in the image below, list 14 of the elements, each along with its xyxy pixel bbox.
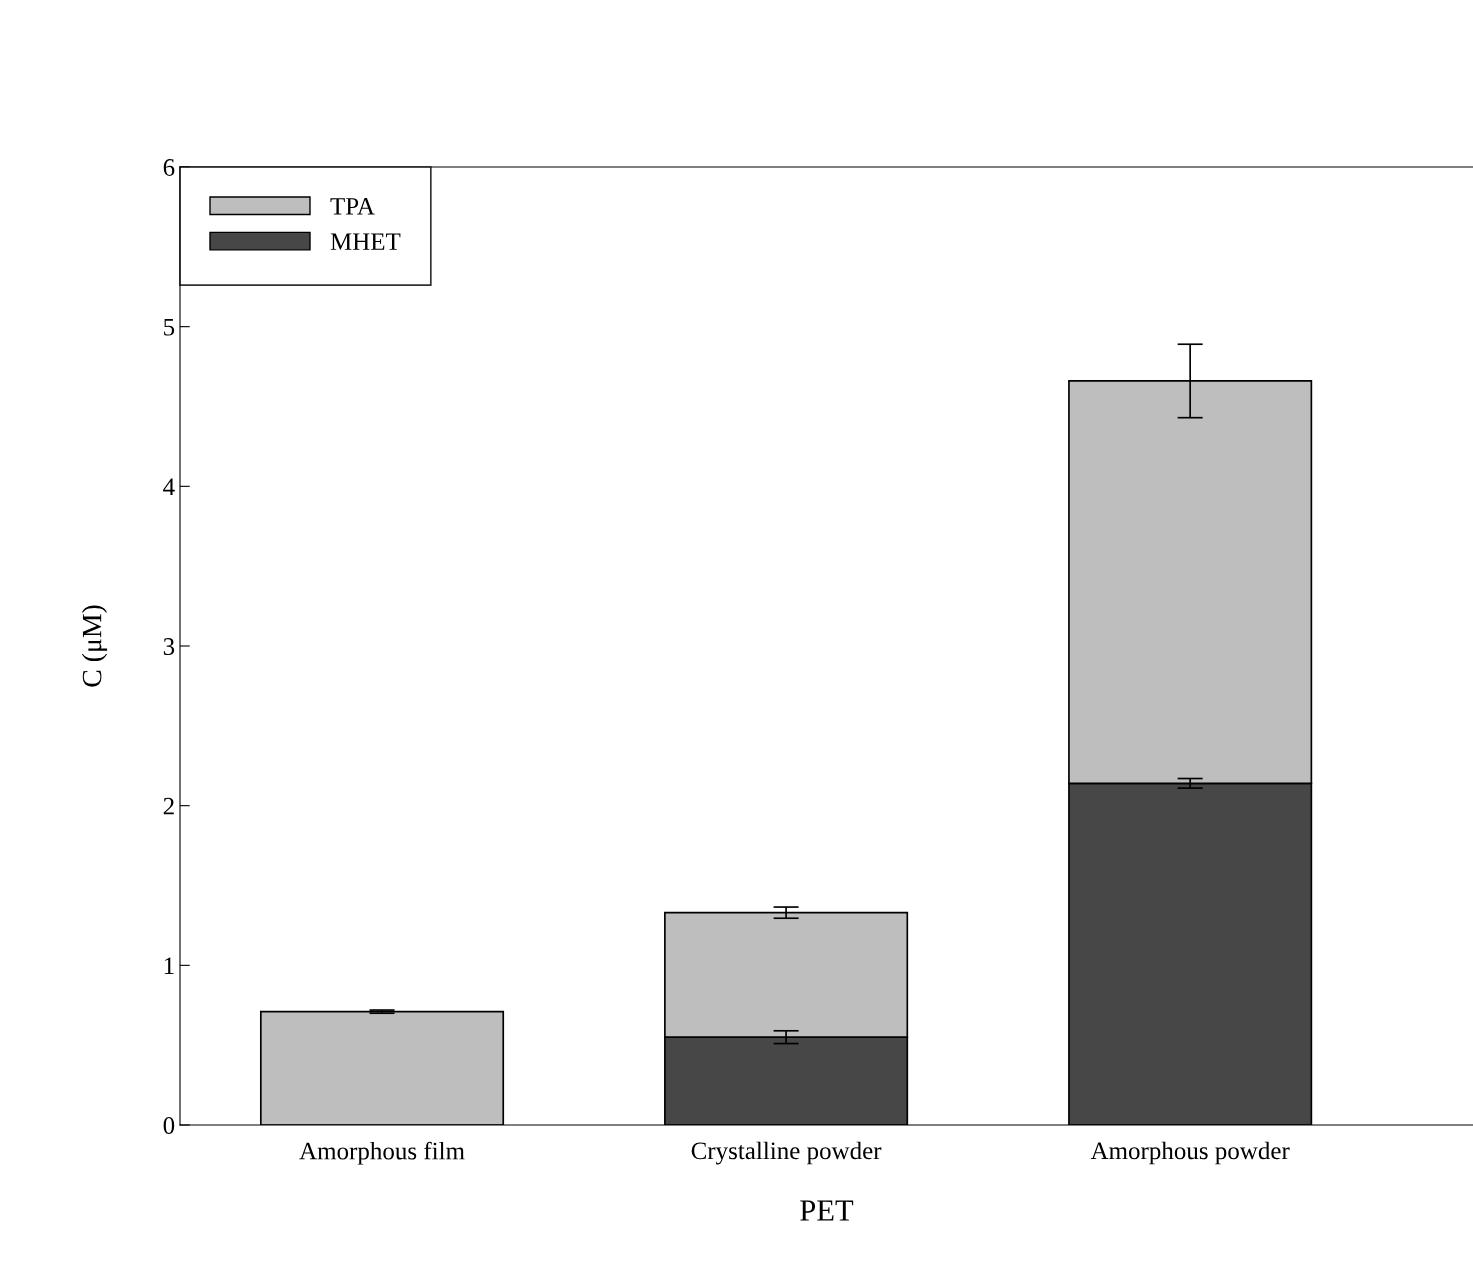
x-tick-label: Amorphous film: [299, 1141, 465, 1165]
x-tick-label: Crystalline powder: [691, 1141, 882, 1165]
legend-label: TPA: [330, 198, 375, 215]
y-tick-label: 3: [163, 638, 175, 655]
y-tick-label: 1: [164, 957, 174, 975]
y-tick-label: 2: [163, 797, 174, 815]
x-tick-label: Amorphous powder: [1090, 1141, 1290, 1165]
y-tick-label: 4: [163, 478, 175, 496]
x-axis-title: PET: [800, 1200, 854, 1221]
legend-label: MHET: [330, 233, 401, 250]
y-axis-title: C (μM): [81, 605, 108, 687]
y-tick-label: 0: [163, 1117, 175, 1134]
y-tick-label: 6: [163, 159, 175, 176]
y-tick-label: 5: [164, 318, 175, 336]
